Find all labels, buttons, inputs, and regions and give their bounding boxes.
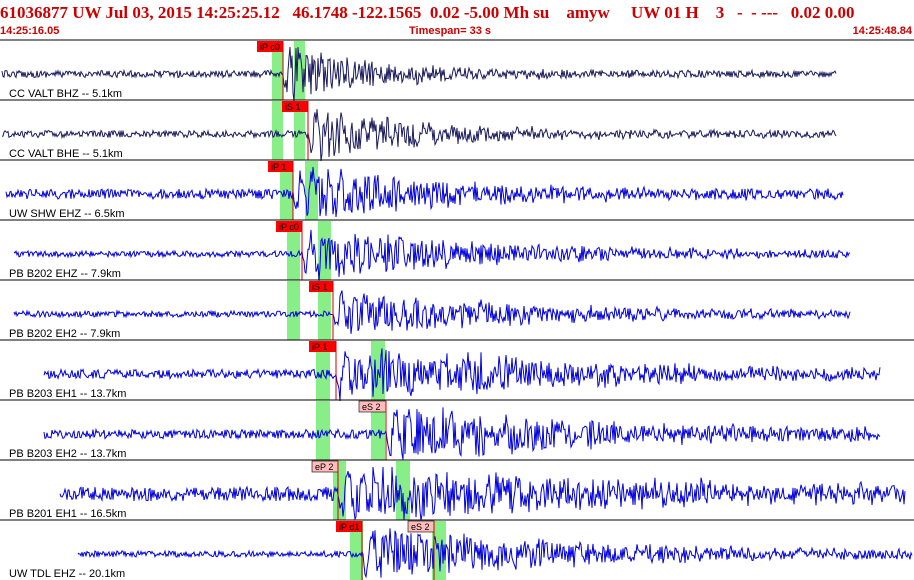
pick-window (318, 221, 331, 280)
trace-panel[interactable]: iP d1 eS 2 UW TDL EHZ -- 20.1km (0, 519, 914, 580)
trace-panel[interactable]: eS 2 PB B203 EH2 -- 13.7km (0, 399, 914, 460)
waveform-trace (43, 348, 881, 402)
station-label: PB B203 EH2 -- 13.7km (9, 448, 126, 460)
pick-label: iP d1 (339, 522, 359, 532)
pick-window (287, 281, 300, 340)
pick-window (272, 101, 283, 160)
pick-flag (336, 521, 362, 532)
waveform-trace (59, 466, 906, 521)
waveform-trace (1, 46, 837, 102)
waveform-trace (13, 290, 851, 334)
waveform-trace (5, 166, 844, 218)
waveform-trace (1, 109, 837, 162)
pick-window (272, 41, 283, 100)
station-label: UW TDL EHZ -- 20.1km (9, 568, 125, 580)
waveform-trace (13, 229, 851, 281)
trace-panel[interactable]: eP 2 PB B201 EH1 -- 16.5km (0, 459, 914, 521)
waveform-trace (77, 528, 913, 579)
pick-flag (276, 221, 302, 232)
trace-panel[interactable]: iP 1 PB B203 EH1 -- 13.7km (0, 339, 914, 402)
station-label: UW SHW EHZ -- 6.5km (9, 208, 125, 220)
pick-label: iP 1 (312, 342, 327, 352)
window-end-time: 14:25:48.84 (852, 25, 912, 37)
station-label: PB B202 EHZ -- 7.9km (9, 268, 121, 280)
pick-flag (282, 101, 308, 112)
station-label: PB B202 EH2 -- 7.9km (9, 328, 120, 340)
waveform-trace (43, 407, 881, 460)
pick-flag (257, 41, 283, 52)
pick-label: eS 2 (411, 522, 430, 532)
station-label: PB B201 EH1 -- 16.5km (9, 508, 126, 520)
timespan-label: Timespan= 33 s (409, 25, 492, 37)
pick-window (294, 101, 305, 160)
station-label: CC VALT BHE -- 5.1km (9, 148, 123, 160)
pick-label: iS 1 (285, 102, 301, 112)
pick-label: iP c0 (260, 42, 280, 52)
pick-flag (268, 161, 293, 172)
pick-window (350, 521, 363, 580)
station-label: CC VALT BHZ -- 5.1km (9, 88, 122, 100)
trace-panel[interactable]: iP c0 PB B202 EHZ -- 7.9km (0, 219, 914, 281)
station-label: PB B203 EH1 -- 13.7km (9, 388, 126, 400)
pick-window (316, 401, 330, 460)
pick-window (287, 221, 300, 280)
trace-panel[interactable]: iS 1 CC VALT BHE -- 5.1km (0, 99, 914, 162)
pick-label: iS 1 (312, 282, 328, 292)
event-summary-title: 61036877 UW Jul 03, 2015 14:25:25.12 46.… (0, 3, 855, 22)
pick-window (371, 401, 385, 460)
pick-window (294, 41, 305, 100)
pick-flag (309, 341, 336, 352)
pick-flag (309, 281, 333, 292)
pick-window (333, 461, 346, 520)
trace-panel[interactable]: iP c0 CC VALT BHZ -- 5.1km (0, 39, 914, 102)
window-start-time: 14:25:16.05 (0, 25, 60, 37)
trace-panel[interactable]: iS 1 PB B202 EH2 -- 7.9km (0, 279, 914, 340)
pick-label: eS 2 (362, 402, 381, 412)
pick-label: iP 1 (271, 162, 286, 172)
pick-window (396, 461, 410, 520)
pick-label: iP c0 (279, 222, 299, 232)
pick-window (318, 281, 331, 340)
trace-panel[interactable]: iP 1 UW SHW EHZ -- 6.5km (0, 159, 914, 220)
pick-label: eP 2 (315, 462, 333, 472)
